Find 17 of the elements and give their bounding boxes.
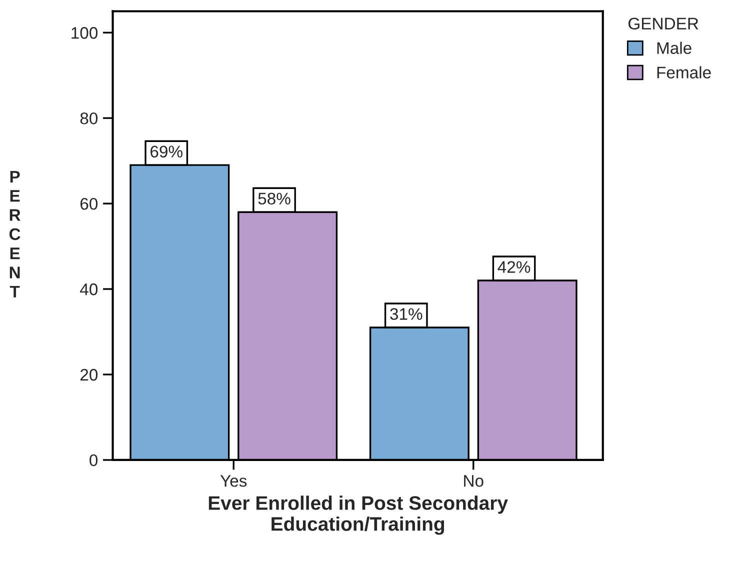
legend-title: GENDER [628, 18, 698, 30]
data-label: 58% [258, 192, 290, 205]
x-axis-title: Ever Enrolled in Post Secondary Education/Training [208, 496, 508, 535]
y-tick-label: 80 [80, 112, 98, 124]
data-label: 69% [150, 146, 182, 158]
legend-label: Male [657, 42, 692, 54]
x-tick-label: Yes [220, 475, 247, 487]
y-axis-title: PERCENT [9, 170, 20, 298]
y-tick-label: 40 [80, 283, 98, 296]
y-tick-label: 20 [80, 368, 98, 381]
data-label: 31% [390, 308, 422, 320]
y-tick-label: 60 [80, 198, 98, 210]
legend-label: Female [657, 66, 711, 78]
y-tick-label: 0 [90, 454, 98, 466]
data-label: 42% [498, 261, 530, 273]
x-tick-label: No [464, 475, 484, 487]
y-tick-label: 100 [72, 27, 98, 39]
